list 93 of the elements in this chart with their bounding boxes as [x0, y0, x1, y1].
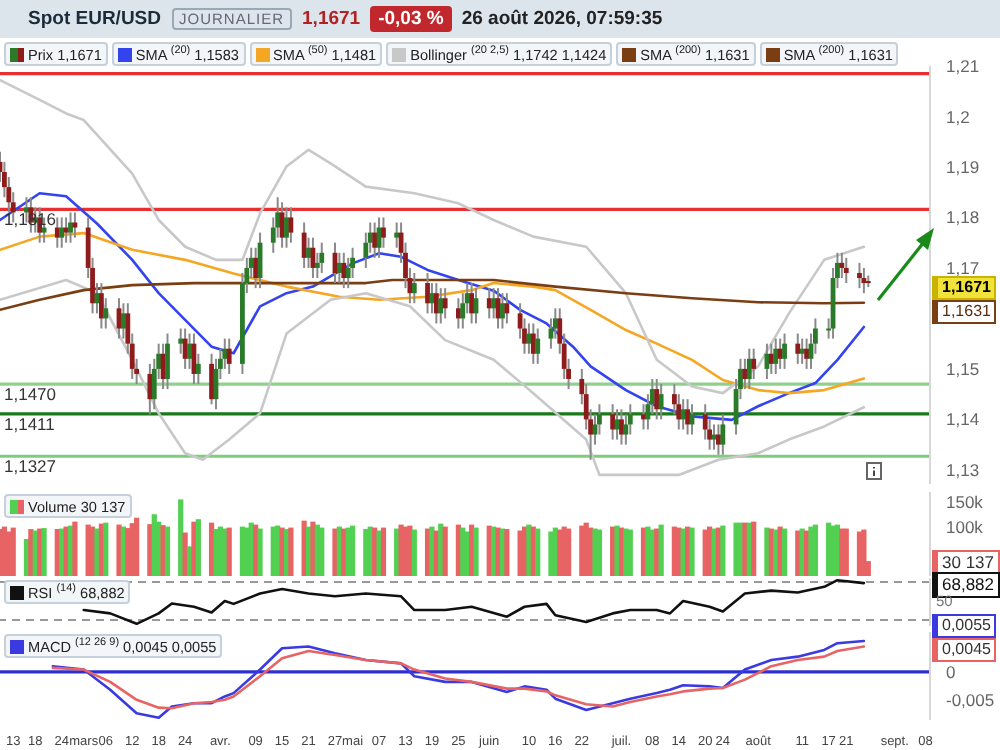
candlestick [411, 271, 417, 305]
bar [134, 517, 140, 576]
bar [517, 530, 523, 576]
annotation: 68,882 [932, 571, 1000, 598]
bar [596, 529, 603, 576]
bar [244, 527, 250, 576]
candlestick [795, 332, 801, 365]
bar [504, 529, 510, 576]
y-tick-label: 1,2 [946, 106, 971, 127]
bar [843, 528, 849, 576]
candlestick [843, 256, 849, 285]
y-tick-label: 1,13 [946, 459, 980, 480]
bar [72, 521, 78, 576]
chart-title: Spot EUR/USD [28, 8, 161, 30]
bar [720, 525, 726, 576]
bar [781, 528, 788, 576]
candlestick [425, 271, 430, 315]
y-tick-label: 1,17 [946, 257, 980, 278]
bar [380, 527, 387, 576]
bar [627, 529, 633, 576]
candlestick [742, 357, 748, 391]
bar [147, 524, 153, 576]
text: 1,1671 [932, 276, 997, 300]
candlestick [857, 261, 862, 290]
bar [535, 528, 541, 576]
y-tick-label: 100k [946, 516, 985, 537]
candlestick [147, 362, 153, 416]
candlestick [98, 282, 104, 330]
annotation: 30 137 [932, 549, 1000, 576]
candlestick [658, 383, 664, 421]
bar [350, 525, 356, 576]
line-series [0, 278, 866, 312]
bar [839, 528, 845, 576]
ref-line-label: 1,1411 [4, 413, 56, 434]
y-tick-label: -0,005 [946, 689, 995, 710]
candlestick [773, 337, 779, 375]
candlestick [720, 413, 726, 456]
text: 1,1671 [302, 8, 361, 30]
bar [812, 524, 818, 576]
candlestick [610, 403, 616, 441]
candlestick [504, 292, 510, 325]
bar [751, 521, 757, 576]
text: 26 août 2026, 07:59:35 [461, 8, 663, 30]
y-tick-label: 1,15 [946, 358, 980, 379]
candlestick [442, 287, 448, 320]
candlestick [284, 206, 289, 249]
candlestick [782, 332, 787, 370]
candlestick [350, 246, 356, 280]
ref-line-label: 1,1327 [4, 456, 57, 477]
candlestick [746, 347, 752, 391]
candlestick [345, 256, 351, 290]
candlestick [165, 332, 170, 391]
candlestick [654, 378, 660, 421]
bar [319, 527, 325, 576]
candlestick [209, 352, 214, 406]
bar [94, 528, 100, 576]
text: 0,0045 [932, 638, 997, 662]
candlestick [438, 287, 444, 325]
text: 1,1631 [932, 300, 997, 324]
candlestick [341, 251, 347, 290]
bar [565, 528, 572, 576]
candlestick [72, 211, 78, 239]
bar [623, 528, 629, 576]
y-tick-label: 150k [946, 491, 985, 512]
text: -0,03 % [370, 6, 452, 32]
candlestick [59, 216, 65, 249]
candlestick [68, 211, 73, 244]
candlestick [469, 282, 475, 325]
ref-line-label: 1,1470 [4, 384, 57, 405]
bar [125, 528, 131, 576]
candlestick [839, 251, 845, 280]
line-series [0, 191, 866, 422]
bar [103, 522, 109, 576]
candlestick [372, 221, 378, 259]
bar [733, 522, 739, 576]
candlestick [685, 398, 690, 436]
y-tick-label: 1,21 [946, 56, 980, 77]
candlestick [861, 266, 867, 295]
y-tick-label: 1,19 [946, 157, 980, 177]
candlestick [804, 337, 809, 370]
candlestick [535, 327, 541, 365]
candlestick [319, 241, 325, 274]
y-tick-label: 0 [946, 661, 956, 682]
bar [164, 526, 171, 576]
y-tick-label: 1,14 [946, 409, 980, 430]
candlestick [226, 337, 232, 375]
bar [10, 527, 16, 576]
bar [861, 529, 867, 576]
y-tick-label: 1,18 [946, 207, 980, 228]
bar [178, 499, 184, 576]
candlestick [301, 221, 307, 269]
text: 0,0055 [932, 614, 997, 638]
candlestick [619, 408, 624, 446]
